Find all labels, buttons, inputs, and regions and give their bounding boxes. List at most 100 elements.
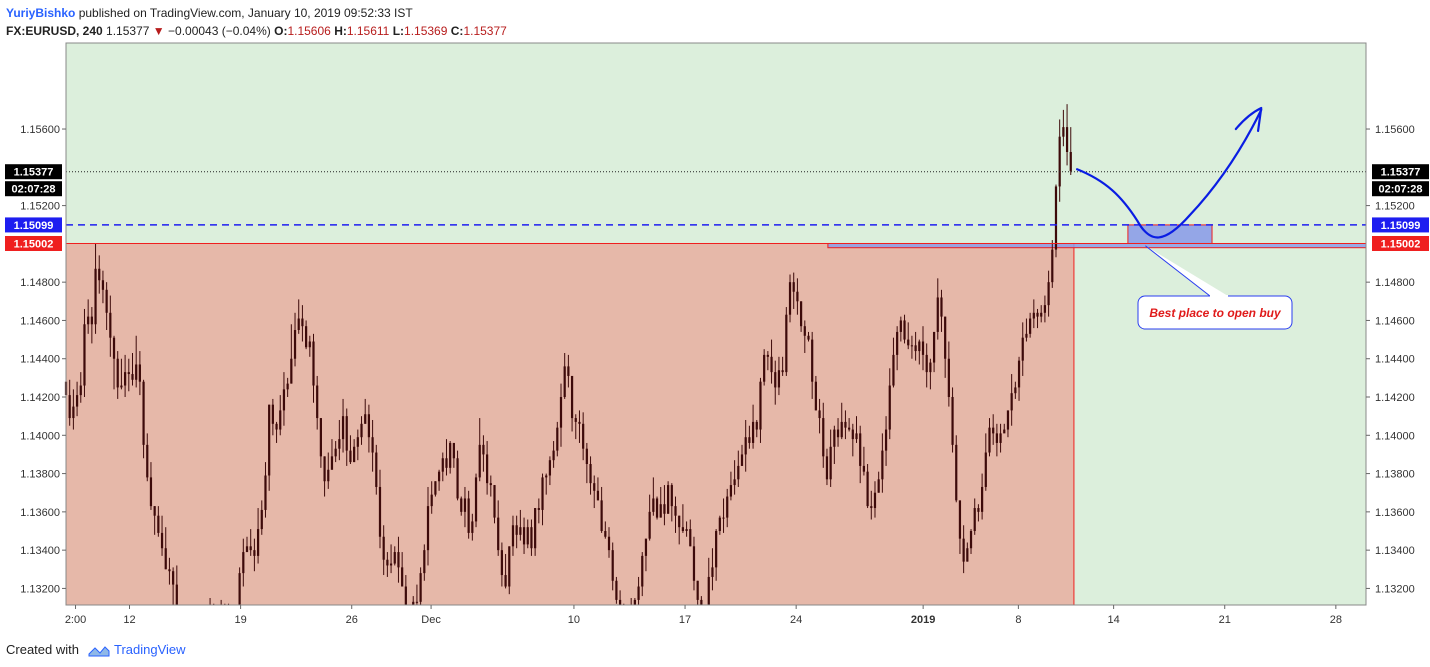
- candle-body: [907, 339, 910, 346]
- candle-body: [774, 372, 777, 388]
- candle-body: [744, 437, 747, 455]
- candle-body: [123, 372, 127, 386]
- candle-body: [308, 341, 311, 348]
- candle-body: [511, 525, 515, 547]
- candle-body: [715, 531, 718, 568]
- candle-body: [559, 397, 563, 428]
- y-tick-label: 1.15600: [1375, 124, 1415, 136]
- candle-body: [1029, 318, 1032, 334]
- candle-body: [323, 456, 326, 482]
- candle-body: [138, 364, 141, 382]
- candle-body: [1047, 282, 1050, 306]
- candle-body: [914, 345, 917, 352]
- candle-body: [888, 385, 891, 430]
- candle-body: [563, 366, 566, 398]
- candle-body: [500, 550, 503, 576]
- open-value: 1.15606: [287, 24, 331, 38]
- last-price-badge-bg: [1372, 164, 1429, 180]
- candle-body: [1032, 312, 1035, 319]
- candle-body: [79, 385, 82, 396]
- candle-body: [131, 374, 134, 380]
- candle-body: [437, 471, 441, 482]
- price-change: −0.00043 (−0.04%): [168, 24, 271, 38]
- candle-body: [353, 446, 356, 463]
- x-tick-label: 21: [1219, 614, 1231, 626]
- candle-body: [892, 354, 895, 386]
- candle-body: [977, 508, 980, 512]
- candle-body: [759, 381, 762, 430]
- y-tick-label: 1.13800: [1375, 469, 1415, 481]
- trend-arrow-path: [1076, 108, 1263, 239]
- candle-body: [101, 280, 105, 290]
- candle-body: [1014, 387, 1017, 394]
- candle-body: [855, 433, 858, 440]
- candle-body: [641, 555, 644, 587]
- candle-body: [1036, 312, 1039, 317]
- publish-info: published on TradingView.com, January 10…: [78, 6, 413, 20]
- candle-body: [508, 546, 511, 587]
- candle-body: [341, 416, 345, 440]
- candle-body: [681, 527, 685, 532]
- candle-body: [814, 381, 817, 411]
- red-level-badge-bg: [5, 235, 62, 251]
- candle-body: [423, 550, 426, 574]
- x-tick-label: 2:00: [65, 614, 86, 626]
- candle-body: [316, 385, 319, 419]
- candle-body: [696, 580, 699, 600]
- bear-zone: [65, 242, 1075, 606]
- y-tick-label: 1.15600: [20, 124, 60, 136]
- candle-body: [489, 483, 492, 486]
- y-tick-label: 1.14600: [20, 315, 60, 327]
- close-label: C:: [450, 24, 464, 38]
- candle-body: [992, 427, 995, 434]
- y-tick-label: 1.14600: [1375, 315, 1415, 327]
- candle-body: [663, 504, 666, 514]
- candle-body: [552, 450, 555, 461]
- author-link[interactable]: YuriyBishko: [6, 6, 76, 20]
- candle-body: [389, 563, 393, 566]
- close-value: 1.15377: [463, 24, 507, 38]
- y-tick-label: 1.13600: [20, 507, 60, 519]
- callout-text: Best place to open buy: [1149, 306, 1282, 320]
- arrowhead-icon: [1234, 106, 1263, 133]
- candle-body: [463, 498, 467, 512]
- candle-body: [777, 370, 781, 388]
- candle-body: [349, 450, 352, 463]
- candle-body: [748, 437, 751, 443]
- publish-line: YuriyBishko published on TradingView.com…: [6, 4, 507, 22]
- candle-body: [548, 460, 552, 476]
- open-label: O:: [274, 24, 288, 38]
- x-tick-label: 17: [679, 614, 691, 626]
- blue-level-badge-label: 1.15099: [1381, 220, 1421, 232]
- candle-body: [770, 356, 773, 373]
- candle-body: [999, 433, 1002, 443]
- candle-body: [803, 326, 806, 336]
- candle-body: [493, 485, 496, 518]
- candle-body: [1040, 312, 1043, 317]
- x-tick-label: 28: [1330, 614, 1342, 626]
- candle-body: [910, 345, 914, 347]
- y-tick-label: 1.14400: [1375, 354, 1415, 366]
- high-value: 1.15611: [346, 24, 390, 38]
- red-level-badge-bg: [1372, 235, 1429, 251]
- candle-body: [279, 410, 282, 430]
- candle-body: [504, 575, 507, 587]
- candle-body: [678, 515, 681, 528]
- tradingview-brand[interactable]: TradingView: [114, 642, 186, 657]
- candle-body: [884, 429, 888, 451]
- candle-body: [692, 546, 696, 581]
- candle-body: [755, 421, 758, 430]
- candle-body: [925, 354, 928, 373]
- candle-body: [652, 498, 655, 512]
- candle-body: [966, 548, 969, 562]
- candle-body: [545, 475, 548, 478]
- candle-body: [596, 490, 600, 501]
- candle-body: [1058, 136, 1061, 187]
- candle-body: [604, 531, 607, 537]
- x-tick-label: 10: [568, 614, 580, 626]
- candle-body: [1021, 337, 1024, 361]
- candle-body: [574, 418, 577, 422]
- candle-body: [397, 552, 400, 568]
- candle-body: [116, 358, 119, 388]
